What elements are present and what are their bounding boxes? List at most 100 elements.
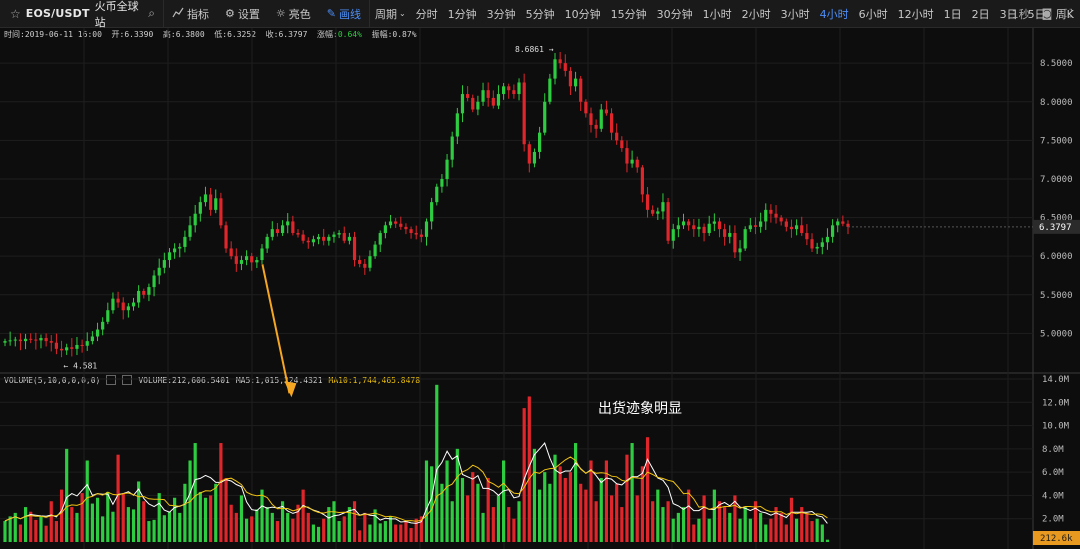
candle-body [95, 329, 100, 337]
tool-light-label: 亮色 [288, 7, 311, 21]
volume-bar [265, 507, 269, 542]
tool-settings[interactable]: ⚙ 设置 [217, 0, 268, 27]
volume-bar [342, 516, 346, 542]
interval-17[interactable]: 周K [1055, 7, 1074, 21]
fullscreen-icon[interactable]: ⛶ [1064, 6, 1072, 20]
candle-body [54, 342, 58, 349]
volume-tick-label: 2.0M [1042, 515, 1064, 525]
volume-bar [630, 443, 634, 542]
volume-bar [8, 516, 12, 542]
candle-body [450, 136, 454, 160]
volume-bar [388, 516, 393, 542]
candle-body [131, 302, 136, 307]
interval-6[interactable]: 30分钟 [656, 7, 693, 21]
volume-bar [476, 483, 480, 542]
candle-body [65, 347, 69, 351]
candle-body [424, 221, 429, 237]
volume-bar [286, 512, 290, 542]
volume-bar [147, 521, 151, 542]
candle-body [322, 236, 326, 241]
volume-bar [419, 516, 423, 542]
candle-body [214, 198, 218, 210]
candle-body [44, 338, 48, 342]
interval-5[interactable]: 15分钟 [610, 7, 647, 21]
volume-bar [311, 524, 316, 542]
candle-body [157, 267, 161, 276]
candle-body [378, 233, 382, 245]
interval-15[interactable]: 3日 [999, 7, 1018, 21]
volume-bar [445, 460, 449, 542]
interval-9[interactable]: 3小时 [780, 7, 810, 21]
volume-bar [399, 524, 403, 542]
volume-bar [743, 507, 747, 542]
symbol-selector[interactable]: ☆ EOS/USDT 火币全球站 ⌕ [0, 0, 164, 29]
volume-bar [805, 512, 809, 542]
annotation-label: 出货迹象明显 [598, 401, 682, 417]
candle-body [789, 226, 794, 230]
interval-14[interactable]: 2日 [971, 7, 990, 21]
candle-body [702, 226, 706, 234]
volume-bar [563, 477, 567, 542]
interval-13[interactable]: 1日 [943, 7, 962, 21]
interval-3[interactable]: 5分钟 [525, 7, 555, 21]
tool-light[interactable]: ☼ 亮色 [268, 0, 319, 27]
volume-bar [486, 477, 490, 542]
volume-bar [733, 495, 737, 542]
volume-bar [702, 495, 706, 542]
price-tick-label: 5.5000 [1040, 291, 1073, 301]
volume-bar [347, 507, 351, 542]
settings-icon[interactable] [106, 375, 117, 385]
candle-body [59, 348, 64, 351]
candle-body [795, 225, 799, 230]
volume-bar [383, 521, 387, 542]
volume-bar [645, 437, 650, 542]
candle-body [548, 78, 552, 102]
candle-body [85, 341, 89, 346]
open-label: 开: [111, 30, 125, 39]
volume-bar [239, 495, 244, 542]
volume-info: VOLUME(5,10,0,0,0,0) VOLUME:212,606.5401… [4, 375, 420, 385]
search-icon[interactable]: ⌕ [148, 6, 155, 20]
interval-8[interactable]: 2小时 [741, 7, 771, 21]
period-dropdown[interactable]: 周期 ⌄ [370, 0, 411, 27]
volume-bar [3, 521, 7, 542]
interval-11[interactable]: 6小时 [858, 7, 888, 21]
tool-indicator[interactable]: 指标 [164, 0, 217, 27]
interval-0[interactable]: 分时 [415, 7, 438, 21]
volume-bar [131, 509, 136, 542]
volume-bar [692, 524, 696, 542]
volume-bar [322, 518, 326, 542]
volume-bar [625, 454, 629, 542]
candle-body [825, 236, 830, 243]
volume-bar [280, 501, 285, 542]
volume-bar [774, 507, 778, 542]
volume-bar [548, 483, 552, 542]
tool-draw[interactable]: ✎ 画线 [319, 0, 369, 27]
star-icon[interactable]: ☆ [10, 6, 21, 21]
candle-body [80, 344, 84, 346]
candle-body [29, 338, 33, 340]
open-value: 6.3390 [124, 30, 154, 39]
volume-bar [80, 493, 84, 542]
interval-1[interactable]: 1分钟 [447, 7, 477, 21]
interval-4[interactable]: 10分钟 [564, 7, 601, 21]
candle-body [589, 113, 593, 125]
interval-16[interactable]: 5日 [1027, 7, 1046, 21]
candle-body [399, 223, 403, 227]
interval-10[interactable]: 4小时 [819, 7, 849, 21]
camera-icon[interactable]: ◙ [1041, 7, 1053, 20]
candle-body [116, 298, 120, 303]
candle-body [193, 213, 197, 226]
interval-12[interactable]: 12小时 [897, 7, 934, 21]
interval-2[interactable]: 3分钟 [486, 7, 516, 21]
interval-7[interactable]: 1小时 [702, 7, 732, 21]
volume-bar [568, 472, 573, 542]
candle-body [244, 256, 249, 261]
close-icon[interactable] [122, 375, 133, 385]
candle-body [697, 226, 701, 230]
candle-body [255, 260, 259, 263]
volume-bar [101, 516, 105, 542]
interval-list: 分时 1分钟 3分钟 5分钟 10分钟 15分钟 30分钟 1小时 2小时 3小时 4小时 6小时 12… [411, 0, 1079, 27]
candle-body [599, 109, 603, 129]
